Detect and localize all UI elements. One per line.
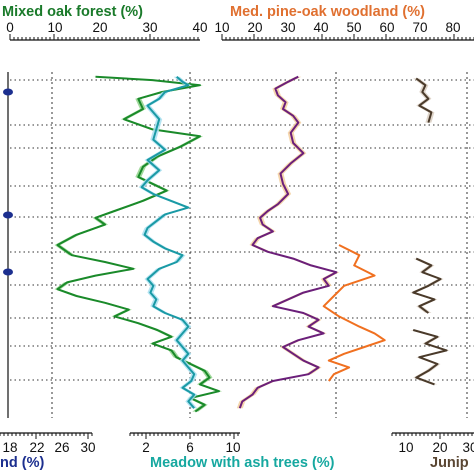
series-band-1-0 <box>236 76 340 409</box>
title-nd: nd (%) <box>0 455 44 471</box>
tick-label: 40 <box>192 20 207 35</box>
tick-label: 20 <box>432 440 447 455</box>
tick-label: 6 <box>186 440 194 455</box>
reference-lines <box>7 72 468 418</box>
tick-label: 50 <box>346 20 361 35</box>
tick-label: 20 <box>92 20 107 35</box>
tick-label: 40 <box>313 20 328 35</box>
marker <box>3 268 13 276</box>
title-meadow-with-ash-trees: Meadow with ash trees (%) <box>150 455 335 471</box>
marker <box>3 211 13 219</box>
series-band-3-2 <box>410 330 450 385</box>
series-line-3-0 <box>415 77 433 123</box>
horizontal-gridlines <box>10 79 474 381</box>
series-line-3-1 <box>412 257 442 314</box>
tick-label: 10 <box>398 440 413 455</box>
marker <box>3 88 13 96</box>
title-mixed-oak-forest: Mixed oak forest (%) <box>2 4 143 20</box>
tick-label: 22 <box>29 440 44 455</box>
series-band-0-0 <box>54 76 222 412</box>
left-markers <box>3 88 13 276</box>
tick-label: 10 <box>47 20 62 35</box>
tick-label: 30 <box>80 440 95 455</box>
tick-label: 20 <box>247 20 262 35</box>
series-line-3-2 <box>412 329 448 386</box>
tick-label: 18 <box>2 440 17 455</box>
tick-label: 26 <box>54 440 69 455</box>
tick-label: 60 <box>379 20 394 35</box>
title-med-pine-oak-woodland: Med. pine-oak woodland (%) <box>230 4 425 20</box>
title-junip: Junip <box>430 455 469 471</box>
tick-label: 10 <box>225 440 240 455</box>
tick-label: 0 <box>6 20 14 35</box>
tick-label: 30 <box>280 20 295 35</box>
plot-series <box>54 75 450 413</box>
tick-label: 10 <box>214 20 229 35</box>
series-line-0-0 <box>56 75 220 413</box>
series-line-1-0 <box>238 75 338 409</box>
tick-label: 2 <box>142 440 150 455</box>
tick-label: 30 <box>142 20 157 35</box>
tick-label: 30 <box>462 440 474 455</box>
series-line-2-0 <box>140 75 196 409</box>
series-band-2-0 <box>138 76 198 409</box>
tick-label: 80 <box>445 20 460 35</box>
series-line-1-1 <box>322 244 386 382</box>
tick-label: 70 <box>412 20 427 35</box>
